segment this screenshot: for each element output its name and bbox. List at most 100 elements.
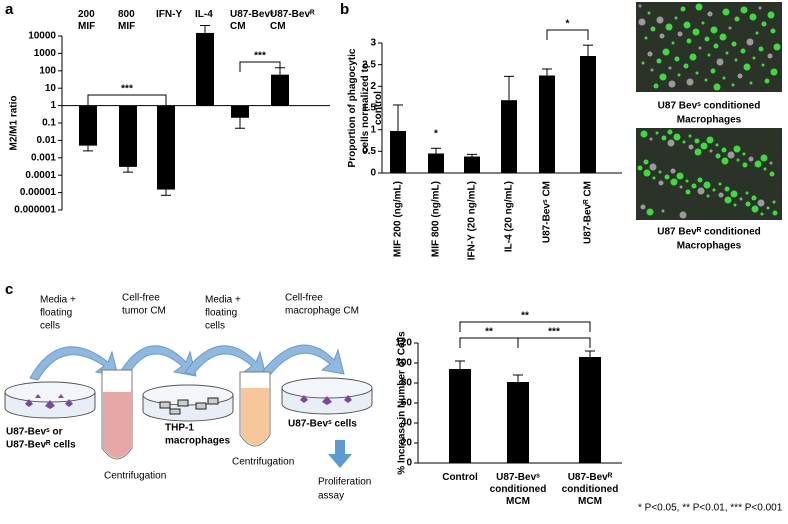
diagram-label: macrophage CM — [285, 306, 359, 317]
bar — [79, 105, 97, 146]
cell — [716, 58, 724, 66]
cell — [646, 208, 654, 216]
x-tick-label: MIF 800 (ng/mL) — [431, 181, 442, 257]
cell — [767, 11, 775, 19]
panel-label: b — [340, 1, 349, 18]
y-tick-label: 60 — [401, 398, 413, 409]
diagram-label: tumor CM — [122, 306, 166, 317]
dish — [142, 384, 234, 422]
footnote: * P<0.05, ** P<0.01, *** P<0.001 — [638, 503, 783, 514]
cell — [721, 147, 727, 153]
cell — [751, 205, 759, 213]
cell — [700, 142, 708, 150]
cell — [739, 197, 743, 201]
diagram-label: Centrifugation — [232, 457, 294, 468]
y-tick-label: 10000 — [28, 31, 56, 42]
cell — [725, 51, 729, 55]
cell — [695, 71, 699, 75]
cell — [707, 11, 713, 17]
cell — [647, 51, 653, 57]
cell — [683, 63, 689, 69]
cell — [691, 183, 697, 189]
dish — [281, 377, 373, 415]
cell — [752, 56, 756, 60]
panel-label: a — [5, 1, 14, 18]
diagram-label: Media + — [205, 295, 241, 306]
cell — [649, 163, 657, 171]
cell — [745, 201, 751, 207]
cell — [694, 148, 702, 156]
cell — [650, 68, 654, 72]
x-tick-label: IFN-Y (20 ng/mL) — [467, 181, 478, 260]
cell — [671, 41, 675, 45]
cell — [703, 181, 711, 189]
cell — [652, 176, 656, 180]
significance-label: ** — [485, 327, 493, 338]
y-tick-label: 100 — [39, 65, 56, 76]
cell — [734, 58, 738, 62]
y-tick-label: 1 — [370, 124, 376, 135]
cell — [745, 191, 749, 195]
cell — [694, 138, 700, 144]
cell — [647, 11, 651, 15]
cell — [674, 16, 678, 20]
cell — [760, 154, 768, 162]
column-header: IFN-Y — [156, 9, 182, 20]
significance-label: * — [566, 19, 570, 30]
diagram-label: cells — [205, 321, 225, 332]
image-caption: Macrophages — [677, 241, 742, 252]
bar — [390, 130, 406, 173]
cell — [719, 33, 727, 41]
cell — [641, 61, 645, 65]
y-axis-label: M2/M1 ratio — [9, 95, 20, 150]
cell — [661, 135, 667, 141]
y-tick-label: 1 — [50, 100, 56, 111]
cell — [740, 6, 748, 14]
cell — [643, 159, 649, 165]
column-header: IL-4 — [195, 9, 213, 20]
cell — [692, 28, 700, 36]
bar — [507, 382, 529, 463]
diagram-label: floating — [40, 308, 72, 319]
cell — [733, 203, 737, 207]
y-tick-label: 1.5 — [362, 103, 376, 114]
cell — [679, 185, 683, 189]
cell — [770, 28, 776, 34]
cell — [761, 63, 765, 67]
cell — [674, 56, 680, 62]
cell — [637, 165, 643, 171]
image-caption: U87 Bevˢ conditioned — [658, 101, 761, 112]
diagram — [4, 344, 373, 468]
cell — [679, 211, 687, 219]
cell — [685, 189, 691, 195]
cell — [772, 210, 778, 216]
cell — [743, 63, 751, 71]
cell — [707, 53, 711, 57]
cell — [730, 190, 738, 198]
diagram-label: Cell-free — [285, 293, 323, 304]
cell — [749, 13, 757, 21]
y-tick-label: 0 — [370, 168, 376, 179]
bar — [579, 357, 601, 463]
x-tick-label: U87-Bevᴿ CM — [583, 181, 594, 244]
micrograph — [636, 128, 782, 220]
cell — [649, 137, 653, 141]
cell — [644, 36, 648, 40]
x-tick-label: MIF 200 (ng/mL) — [393, 181, 404, 257]
y-tick-label: 3 — [370, 38, 376, 49]
cell — [673, 133, 681, 141]
cell — [742, 162, 748, 168]
significance-label: ** — [521, 311, 529, 322]
y-tick-label: 0.5 — [362, 146, 376, 157]
bar — [428, 153, 444, 173]
cell — [742, 152, 746, 156]
bar — [464, 156, 480, 173]
dish — [4, 381, 96, 419]
y-tick-label: 10 — [45, 83, 57, 94]
cell — [638, 4, 642, 8]
cell — [764, 78, 770, 84]
cell — [650, 26, 656, 32]
image-caption: Macrophages — [677, 115, 742, 126]
cell — [686, 38, 692, 44]
bar — [196, 32, 214, 106]
